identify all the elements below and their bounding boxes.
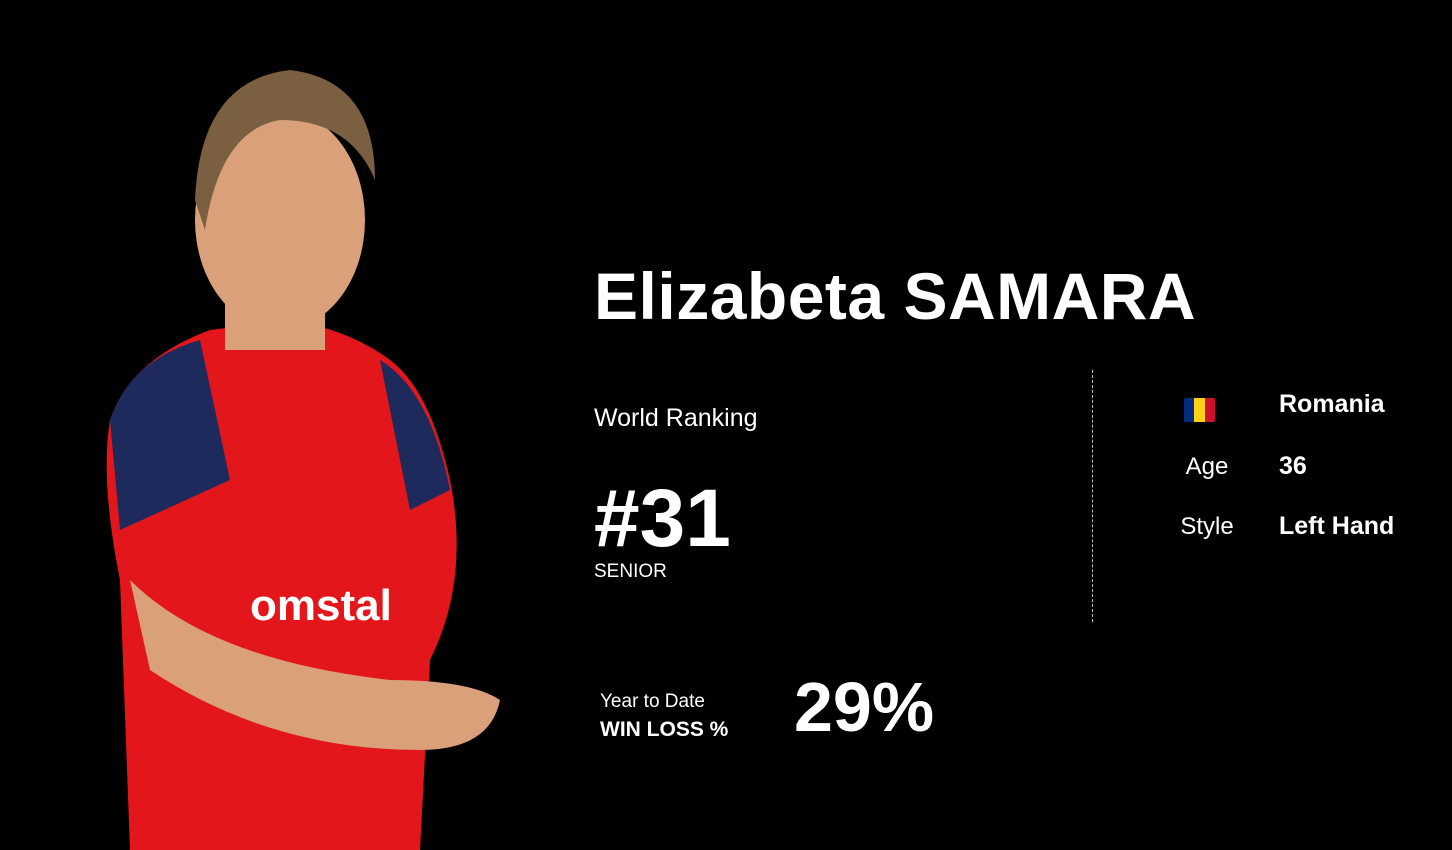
world-ranking-value: #31 [594, 473, 731, 564]
win-loss-value: 29% [794, 668, 935, 746]
style-label: Style [1180, 513, 1234, 540]
romania-flag-icon [1184, 398, 1215, 422]
player-name: Elizabeta SAMARA [594, 259, 1197, 333]
style-value: Left Hand [1279, 512, 1395, 540]
divider [1092, 370, 1093, 622]
ytd-block: Year to Date WIN LOSS % [600, 688, 728, 745]
age-label: Age [1185, 453, 1229, 480]
win-loss-label: WIN LOSS % [600, 718, 729, 741]
ranking-category: SENIOR [594, 561, 667, 582]
player-photo: omstal [106, 70, 500, 850]
world-ranking-label: World Ranking [594, 404, 758, 432]
svg-text:omstal: omstal [250, 581, 392, 630]
country-value: Romania [1279, 390, 1385, 418]
age-value: 36 [1279, 452, 1307, 480]
ytd-label: Year to Date [600, 691, 705, 712]
